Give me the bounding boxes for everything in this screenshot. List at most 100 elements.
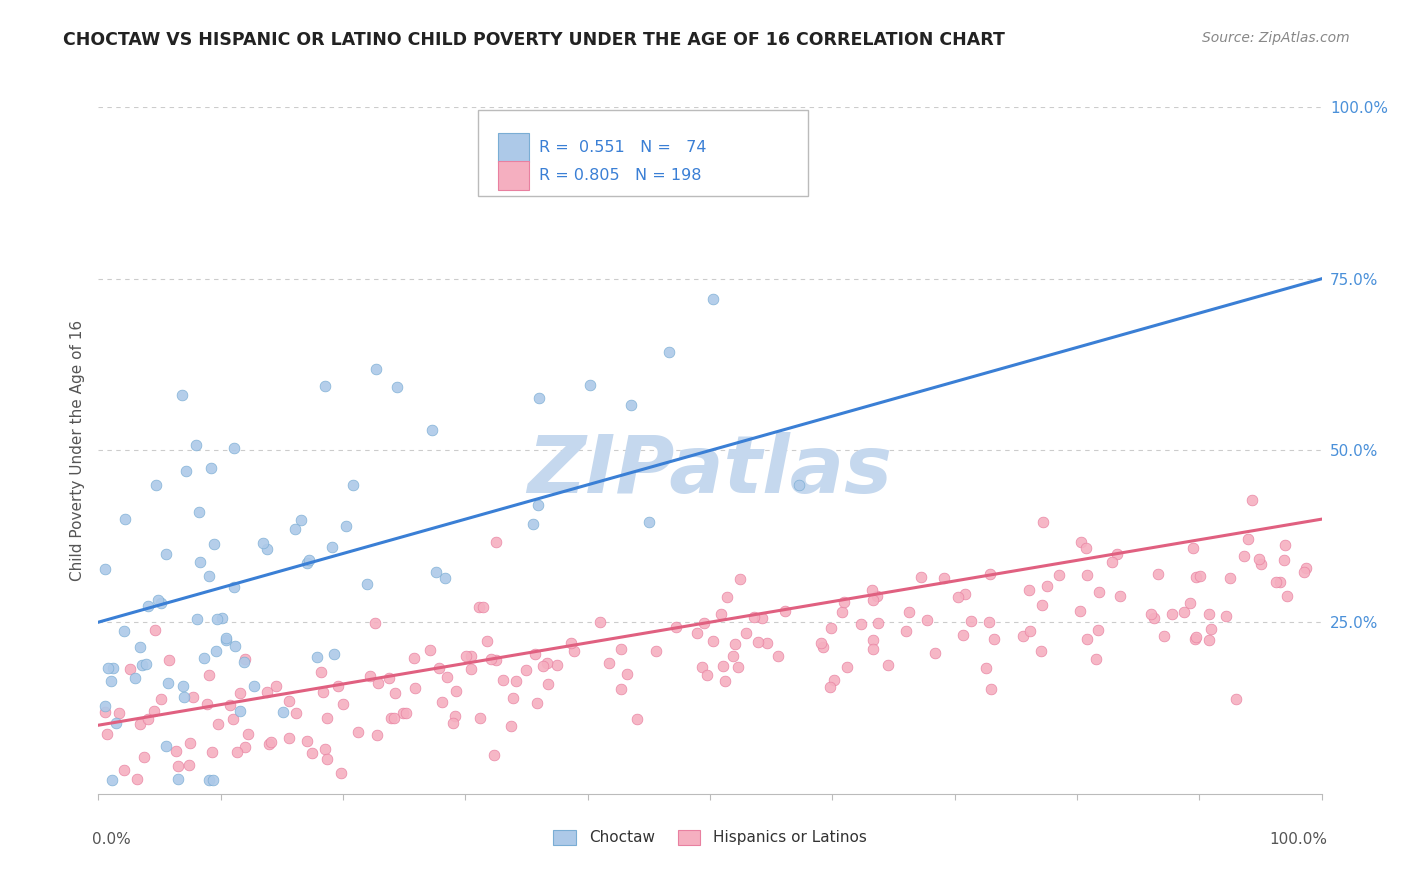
Point [198, 667, 221, 681]
Point [101, 772, 124, 787]
Point [233, 652, 256, 666]
Point [1087, 623, 1109, 637]
Point [716, 591, 738, 605]
Point [257, 737, 280, 751]
Point [692, 659, 714, 673]
Point [328, 679, 350, 693]
Point [1225, 692, 1247, 706]
Point [537, 676, 560, 690]
Point [359, 669, 381, 683]
Point [515, 663, 537, 677]
Point [167, 772, 190, 786]
Point [146, 593, 169, 607]
Point [862, 593, 884, 607]
Point [278, 694, 301, 708]
Point [395, 706, 418, 721]
Point [1109, 589, 1132, 603]
FancyBboxPatch shape [478, 111, 808, 196]
Point [1198, 607, 1220, 622]
Point [1268, 575, 1291, 590]
Point [485, 534, 508, 549]
Text: 0.0%: 0.0% [93, 831, 131, 847]
Point [181, 690, 204, 704]
Point [787, 478, 810, 492]
Point [1184, 632, 1206, 646]
Point [233, 739, 256, 754]
Point [1105, 547, 1128, 561]
Point [167, 759, 190, 773]
Point [696, 668, 718, 682]
Point [290, 513, 312, 527]
Point [404, 681, 426, 695]
Point [747, 634, 769, 648]
Point [492, 673, 515, 688]
Point [626, 712, 648, 726]
Point [1076, 632, 1098, 646]
Point [536, 657, 558, 671]
Point [129, 640, 152, 655]
Point [1019, 624, 1042, 638]
Point [980, 681, 1002, 696]
Point [315, 711, 337, 725]
Point [546, 658, 568, 673]
Point [831, 605, 853, 619]
Point [378, 671, 401, 685]
Point [1184, 631, 1206, 645]
Point [229, 704, 252, 718]
Point [112, 763, 135, 777]
FancyBboxPatch shape [498, 134, 529, 162]
Point [129, 717, 152, 731]
Point [709, 607, 731, 621]
Point [501, 719, 523, 733]
Point [979, 567, 1001, 582]
Point [960, 614, 983, 628]
Text: CHOCTAW VS HISPANIC OR LATINO CHILD POVERTY UNDER THE AGE OF 16 CORRELATION CHAR: CHOCTAW VS HISPANIC OR LATINO CHILD POVE… [63, 31, 1005, 49]
Point [97, 660, 120, 674]
Point [444, 684, 467, 698]
Point [1215, 609, 1237, 624]
Point [1275, 589, 1298, 603]
Point [172, 679, 194, 693]
Point [155, 547, 177, 561]
Point [1295, 560, 1317, 574]
Point [468, 599, 491, 614]
Point [773, 604, 796, 618]
Point [356, 576, 378, 591]
Point [124, 671, 146, 685]
Point [219, 698, 242, 712]
Point [723, 637, 745, 651]
Point [693, 615, 716, 630]
Point [201, 745, 224, 759]
Point [1153, 629, 1175, 643]
Text: R =  0.551   N =   74: R = 0.551 N = 74 [538, 140, 706, 155]
Point [1249, 552, 1271, 566]
Point [471, 599, 494, 614]
Point [505, 673, 527, 688]
Point [236, 726, 259, 740]
Point [862, 632, 884, 647]
Point [1143, 611, 1166, 625]
Point [207, 717, 229, 731]
Point [214, 632, 236, 646]
Point [173, 690, 195, 704]
Point [527, 498, 550, 512]
Point [170, 388, 193, 402]
Point [420, 424, 443, 438]
Point [598, 656, 620, 670]
Point [112, 624, 135, 639]
Point [314, 741, 336, 756]
Point [589, 615, 612, 629]
Point [560, 636, 582, 650]
Point [165, 744, 187, 758]
Point [101, 661, 124, 675]
Point [419, 643, 441, 657]
Point [155, 739, 177, 753]
Point [309, 665, 332, 679]
Point [335, 519, 357, 533]
Point [735, 626, 758, 640]
FancyBboxPatch shape [498, 161, 529, 190]
Point [948, 591, 970, 605]
Point [610, 682, 633, 697]
Point [1274, 538, 1296, 552]
Point [295, 733, 318, 747]
